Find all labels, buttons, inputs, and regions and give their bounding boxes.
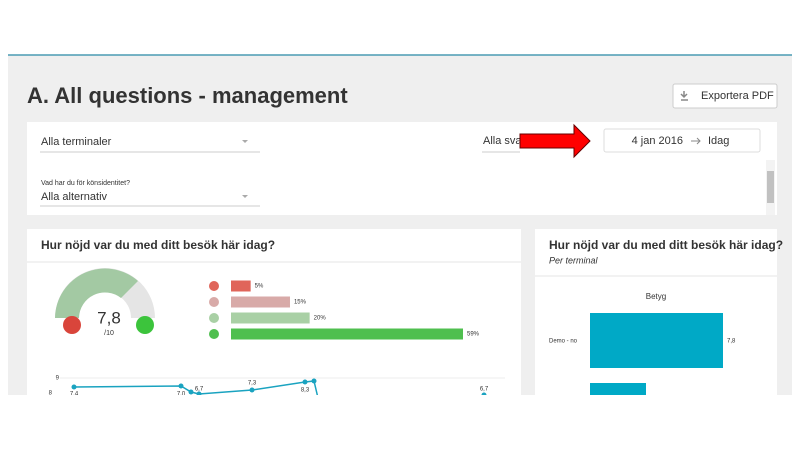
date-to[interactable]: Idag [708, 135, 729, 147]
face-icon [209, 281, 219, 291]
card-subtitle: Per terminal [549, 255, 599, 265]
y-tick-label: 9 [56, 376, 60, 382]
terminal-value[interactable]: Alla terminaler [41, 136, 112, 148]
scroll-thumb[interactable] [767, 171, 774, 203]
bar [231, 312, 310, 324]
answers-value[interactable]: Alla svar [483, 135, 526, 147]
gauge-fill [55, 268, 138, 318]
category-label: Demo - no [549, 339, 578, 345]
point-label: 6,7 [195, 387, 204, 393]
point-label: 8,3 [301, 388, 310, 394]
bottom-blank [0, 395, 800, 450]
terminal-bar [590, 313, 723, 368]
gender-value[interactable]: Alla alternativ [41, 191, 108, 203]
happy-face [136, 316, 154, 334]
page-title: A. All questions - management [27, 83, 348, 108]
export-button[interactable]: Exportera PDF [672, 83, 778, 109]
bar-label: 5% [255, 284, 264, 290]
face-icon [209, 329, 219, 339]
bar [231, 280, 251, 292]
score: 7,8 [97, 308, 121, 327]
point-label: 7,3 [248, 381, 257, 387]
face-icon [209, 313, 219, 323]
card-title: Hur nöjd var du med ditt besök här idag? [549, 238, 783, 252]
bar-label: 15% [294, 300, 307, 306]
y-tick-label: 8 [49, 391, 53, 397]
export-label[interactable]: Exportera PDF [701, 90, 774, 102]
chart-title: Betyg [646, 292, 666, 301]
value-label: 7,8 [727, 339, 736, 345]
date-range[interactable]: 4 jan 2016 Idag [603, 128, 761, 153]
point-label: 7,0 [177, 392, 186, 398]
score-max: /10 [104, 330, 114, 337]
card-title: Hur nöjd var du med ditt besök här idag? [41, 238, 275, 252]
bar-label: 59% [467, 332, 480, 338]
gender-label: Vad har du för könsidentitet? [41, 180, 130, 187]
gender-dropdown[interactable]: Alla alternativ [40, 191, 260, 207]
red-arrow [519, 123, 591, 159]
bar-label: 20% [314, 316, 327, 322]
terminal-dropdown[interactable]: Alla terminaler [40, 136, 260, 153]
sad-face [63, 316, 81, 334]
bar [231, 328, 463, 340]
point-label: 6,7 [480, 387, 489, 393]
bar [231, 296, 290, 308]
date-from[interactable]: 4 jan 2016 [632, 135, 683, 147]
face-icon [209, 297, 219, 307]
point-label: 7,4 [70, 392, 79, 398]
answers-dropdown[interactable]: Alla svar [482, 135, 526, 153]
